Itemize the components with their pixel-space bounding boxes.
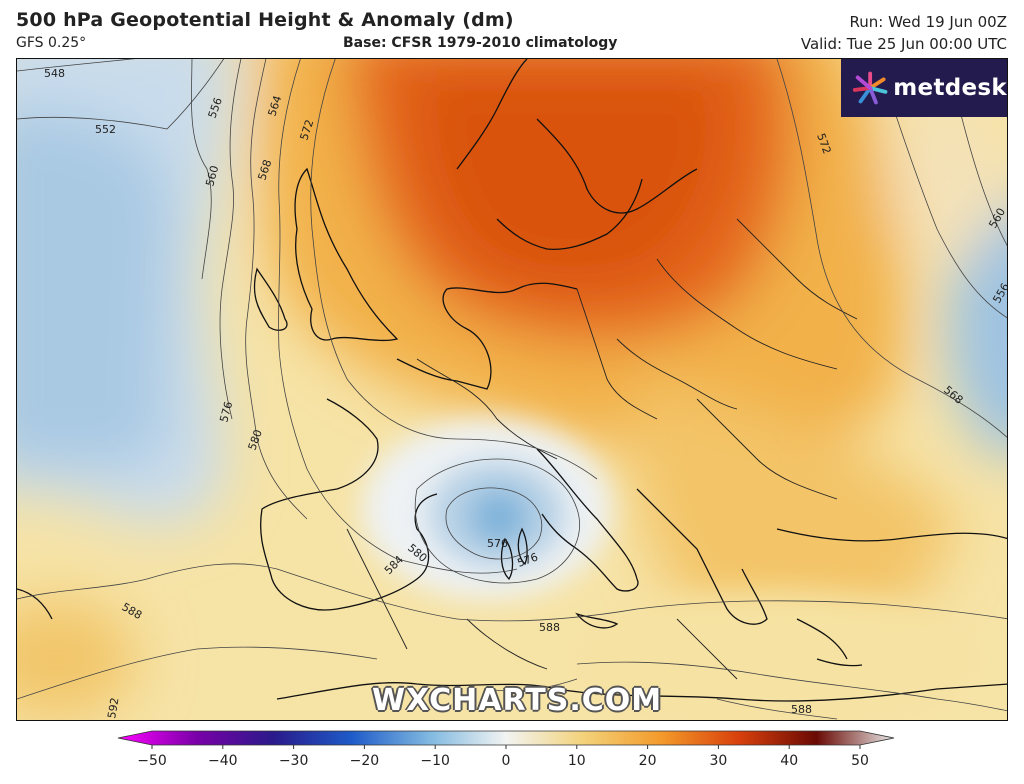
height-contours xyxy=(17,59,1007,720)
colorbar-tick-label: 0 xyxy=(502,753,511,769)
contour-label: 588 xyxy=(791,703,812,716)
contour-label: 552 xyxy=(95,123,116,136)
contour-label: 572 xyxy=(297,118,316,142)
contour-label: 568 xyxy=(255,158,274,182)
run-time-label: Run: Wed 19 Jun 00Z xyxy=(849,13,1007,31)
contour-label: 576 xyxy=(487,537,508,550)
coastlines xyxy=(17,59,1007,702)
map-field: 548 552 556 556 560 560 564 568 568 572 … xyxy=(17,59,1007,720)
metdesk-logo-icon xyxy=(852,71,888,105)
contour-label: 592 xyxy=(105,697,121,720)
colorbar-tick-label: 10 xyxy=(568,753,586,769)
borders xyxy=(346,218,858,680)
contour-label: 564 xyxy=(265,94,284,118)
colorbar-tick-label: −10 xyxy=(420,753,450,769)
contour-label: 548 xyxy=(44,67,65,80)
colorbar-tick-label: −30 xyxy=(279,753,309,769)
valid-time-label: Valid: Tue 25 Jun 00:00 UTC xyxy=(800,35,1007,53)
contour-label: 588 xyxy=(539,621,560,634)
metdesk-logo-text: metdesk xyxy=(893,75,1007,101)
colorbar-tick-label: 40 xyxy=(780,753,798,769)
colorbar-tick-label: 30 xyxy=(709,753,727,769)
metdesk-logo: metdesk xyxy=(841,59,1007,117)
climatology-base-label: Base: CFSR 1979-2010 climatology xyxy=(343,35,618,51)
colorbar-tick-label: −40 xyxy=(208,753,238,769)
contour-label: 560 xyxy=(203,164,221,188)
chart-title: 500 hPa Geopotential Height & Anomaly (d… xyxy=(16,9,514,31)
map-panel: 548 552 556 556 560 560 564 568 568 572 … xyxy=(16,58,1008,721)
wxcharts-watermark: WXCHARTS.COM xyxy=(372,683,663,718)
model-label: GFS 0.25° xyxy=(16,35,87,51)
contour-label: 576 xyxy=(217,400,235,424)
anomaly-colorbar: −50 −40 −30 −20 −10 0 10 20 30 40 50 xyxy=(117,730,895,769)
colorbar-tick-label: 20 xyxy=(639,753,657,769)
colorbar-tick-label: −20 xyxy=(350,753,380,769)
colorbar-tick-label: −50 xyxy=(137,753,167,769)
colorbar-gradient xyxy=(117,730,895,746)
colorbar-tick-label: 50 xyxy=(851,753,869,769)
